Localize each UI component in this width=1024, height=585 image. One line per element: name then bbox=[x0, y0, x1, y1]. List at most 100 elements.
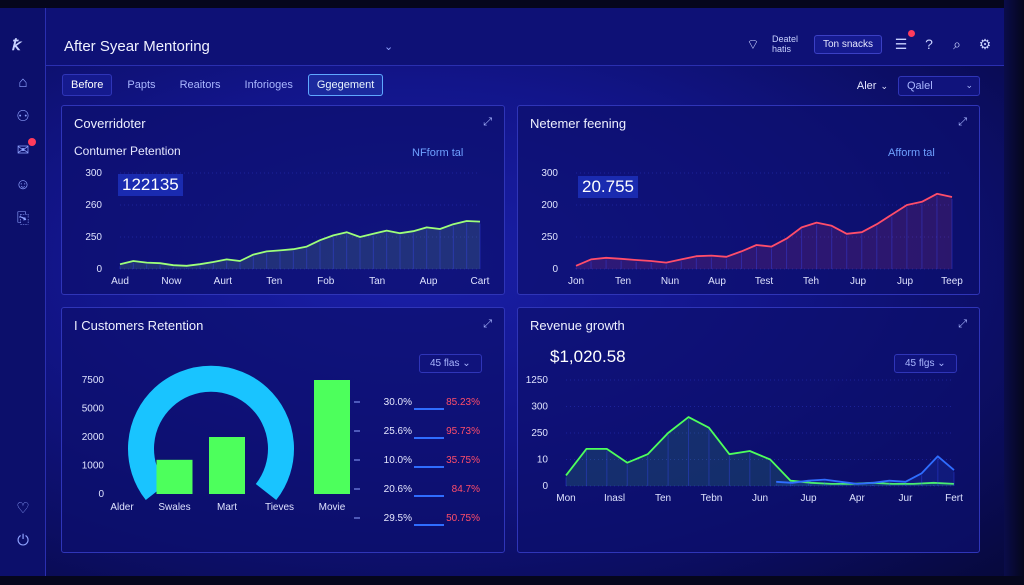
y-tick-label: 300 bbox=[85, 168, 102, 179]
chart-legend: NFform tal bbox=[412, 147, 464, 159]
chevron-down-icon: ⌄ bbox=[462, 358, 471, 369]
series-line bbox=[575, 192, 953, 267]
users-icon[interactable]: ⚇ bbox=[16, 108, 30, 125]
y-tick-label: 0 bbox=[542, 481, 548, 492]
chevron-down-icon[interactable]: ⌄ bbox=[880, 80, 888, 91]
expand-icon[interactable]: ⤢ bbox=[958, 318, 967, 330]
period-dropdown[interactable]: 45 flgs ⌄ bbox=[894, 354, 957, 373]
top-header: After Syear Mentoring ⌄ ⌔ Deatel hatis T… bbox=[46, 8, 1004, 66]
y-tick-label: 1250 bbox=[526, 375, 549, 386]
x-tick-label: Ten bbox=[655, 493, 671, 504]
x-tick-label: Aud bbox=[111, 276, 129, 287]
x-tick-label: Aurt bbox=[214, 276, 233, 287]
profile-icon[interactable]: ☺ bbox=[15, 176, 31, 193]
x-tick-label: Swales bbox=[158, 502, 190, 513]
y-tick-label: 2000 bbox=[82, 432, 105, 443]
x-tick-label: Jun bbox=[752, 493, 768, 504]
series-line bbox=[776, 455, 955, 485]
x-tick-label: Nun bbox=[661, 276, 679, 287]
chart-area-revenue: 1250 300 250 10 0 Mon Inasl Ten Tebn Jun Jup Apr Jur… bbox=[526, 375, 963, 504]
retention-arc bbox=[128, 365, 294, 501]
tab-papts[interactable]: Papts bbox=[127, 79, 156, 91]
messages-icon[interactable]: ✉ bbox=[14, 138, 36, 160]
bar bbox=[209, 437, 245, 494]
chart-legend: Afform tal bbox=[888, 147, 935, 159]
x-tick-label: Tebn bbox=[701, 493, 723, 504]
sidebar: ꝁ ⌂ ⚇ ✉ ☺ ⎘ ♡ ⏻ bbox=[0, 8, 46, 576]
y-tick-label: 300 bbox=[531, 402, 548, 413]
tab-ggegement[interactable]: Ggegement bbox=[307, 74, 384, 96]
y-tick-label: 1000 bbox=[82, 461, 105, 472]
x-tick-label: Aup bbox=[420, 276, 438, 287]
y-tick-label: 0 bbox=[96, 264, 102, 275]
power-icon[interactable]: ⏻ bbox=[17, 532, 29, 549]
series-line bbox=[565, 416, 955, 485]
x-tick-label: Now bbox=[161, 276, 182, 287]
panel-customer-retention-top: Coverridoter ⤢ Contumer Petention NFform… bbox=[61, 105, 505, 295]
snacks-button[interactable]: Ton snacks bbox=[813, 34, 882, 54]
panel-title: Netemer feening bbox=[530, 116, 627, 131]
help-icon[interactable]: ? bbox=[925, 36, 933, 52]
filter-bar: Aler ⌄ Qalel ⌄ bbox=[857, 76, 980, 96]
table-left-value: 20.6% bbox=[384, 484, 412, 495]
y-tick-label: 250 bbox=[531, 428, 548, 439]
x-tick-label: Mon bbox=[556, 493, 575, 504]
x-tick-label: Fob bbox=[317, 276, 335, 287]
snacks-button-label: Ton snacks bbox=[822, 38, 873, 50]
table-right-value: 50.75% bbox=[446, 513, 480, 524]
chevron-down-icon[interactable]: ⌄ bbox=[384, 41, 394, 53]
home-icon[interactable]: ⌂ bbox=[18, 74, 28, 91]
search-icon[interactable]: ⌕ bbox=[953, 36, 961, 52]
period-dropdown[interactable]: 45 flas ⌄ bbox=[419, 354, 482, 373]
y-tick-label: 7500 bbox=[82, 375, 105, 386]
expand-icon[interactable]: ⤢ bbox=[958, 116, 967, 128]
x-tick-label: Ten bbox=[615, 276, 631, 287]
table-right-value: 35.75% bbox=[446, 455, 480, 466]
bar bbox=[156, 459, 193, 494]
x-tick-label: Jup bbox=[897, 276, 914, 287]
tab-inforioges[interactable]: Inforioges bbox=[244, 79, 293, 91]
retention-table: 30.0% 85.23% 25.6% 95.73% 10.0% 35.75% 20.6% 84… bbox=[354, 397, 480, 526]
x-tick-label: Teh bbox=[803, 276, 819, 287]
x-tick-label: Jon bbox=[568, 276, 584, 287]
monitor-bezel-bottom bbox=[0, 576, 1024, 585]
expand-icon[interactable]: ⤢ bbox=[483, 116, 492, 128]
menu-icon[interactable]: ☰ bbox=[892, 30, 915, 53]
y-tick-label: 250 bbox=[85, 232, 102, 243]
panel-title: I Customers Retention bbox=[74, 318, 204, 333]
app-logo-icon[interactable]: ꝁ bbox=[11, 37, 20, 54]
shield-icon[interactable]: ♡ bbox=[16, 500, 30, 517]
expand-icon[interactable]: ⤢ bbox=[483, 318, 492, 330]
monitor-bezel-top bbox=[0, 0, 1024, 8]
table-left-value: 30.0% bbox=[384, 397, 412, 408]
bar-chart-customers: 7500 5000 2000 1000 0 Alder Swales Mart Tieves Mo… bbox=[82, 365, 350, 513]
series-area bbox=[120, 221, 480, 269]
x-tick-label: Tan bbox=[369, 276, 385, 287]
reports-icon[interactable]: ⎘ bbox=[16, 210, 29, 227]
table-right-value: 84.7% bbox=[452, 484, 480, 495]
app-title: After Syear Mentoring bbox=[64, 38, 210, 55]
table-left-value: 10.0% bbox=[384, 455, 412, 466]
x-tick-label: Jup bbox=[800, 493, 817, 504]
y-tick-label: 300 bbox=[541, 168, 558, 179]
period-dropdown-value: 45 flas bbox=[430, 358, 460, 369]
panel-netemer-feening: Netemer feening ⤢ Afform tal 20.755 300 2… bbox=[517, 105, 980, 295]
filter-select[interactable]: Qalel ⌄ bbox=[898, 76, 980, 96]
table-left-value: 25.6% bbox=[384, 426, 412, 437]
kpi-value: 122135 bbox=[118, 174, 183, 196]
y-tick-label: 0 bbox=[552, 264, 558, 275]
kpi-value: 20.755 bbox=[578, 176, 638, 198]
filter-label[interactable]: Aler bbox=[856, 80, 877, 92]
tab-bar: Before Papts Reaitors Inforioges Ggegeme… bbox=[62, 74, 384, 96]
settings-icon[interactable]: ⚙ bbox=[978, 36, 992, 52]
chevron-down-icon: ⌄ bbox=[937, 358, 946, 369]
wifi-icon[interactable]: ⌔ bbox=[746, 36, 760, 52]
status-line-2: hatis bbox=[771, 44, 791, 54]
tab-reaitors[interactable]: Reaitors bbox=[179, 79, 221, 91]
tab-before[interactable]: Before bbox=[62, 74, 113, 96]
x-tick-label: Alder bbox=[110, 502, 134, 513]
x-tick-label: Jur bbox=[899, 493, 914, 504]
x-tick-label: Tieves bbox=[265, 502, 294, 513]
x-tick-label: Movie bbox=[319, 502, 346, 513]
